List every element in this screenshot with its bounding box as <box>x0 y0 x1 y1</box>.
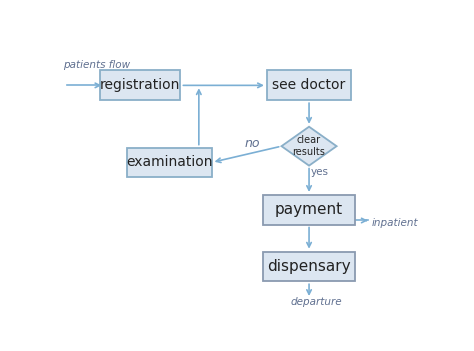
Text: patients flow: patients flow <box>63 60 130 70</box>
FancyBboxPatch shape <box>267 71 351 100</box>
FancyBboxPatch shape <box>100 71 181 100</box>
Text: inpatient: inpatient <box>372 218 418 228</box>
Text: registration: registration <box>100 78 180 92</box>
Text: departure: departure <box>291 297 342 307</box>
Text: yes: yes <box>311 167 329 177</box>
Text: clear
results: clear results <box>292 135 326 157</box>
Text: payment: payment <box>275 202 343 217</box>
FancyBboxPatch shape <box>263 195 355 225</box>
Polygon shape <box>282 127 337 166</box>
FancyBboxPatch shape <box>263 252 355 281</box>
Text: dispensary: dispensary <box>267 259 351 274</box>
Text: no: no <box>245 137 260 150</box>
FancyBboxPatch shape <box>127 147 212 177</box>
Text: examination: examination <box>126 155 213 170</box>
Text: see doctor: see doctor <box>273 78 346 92</box>
